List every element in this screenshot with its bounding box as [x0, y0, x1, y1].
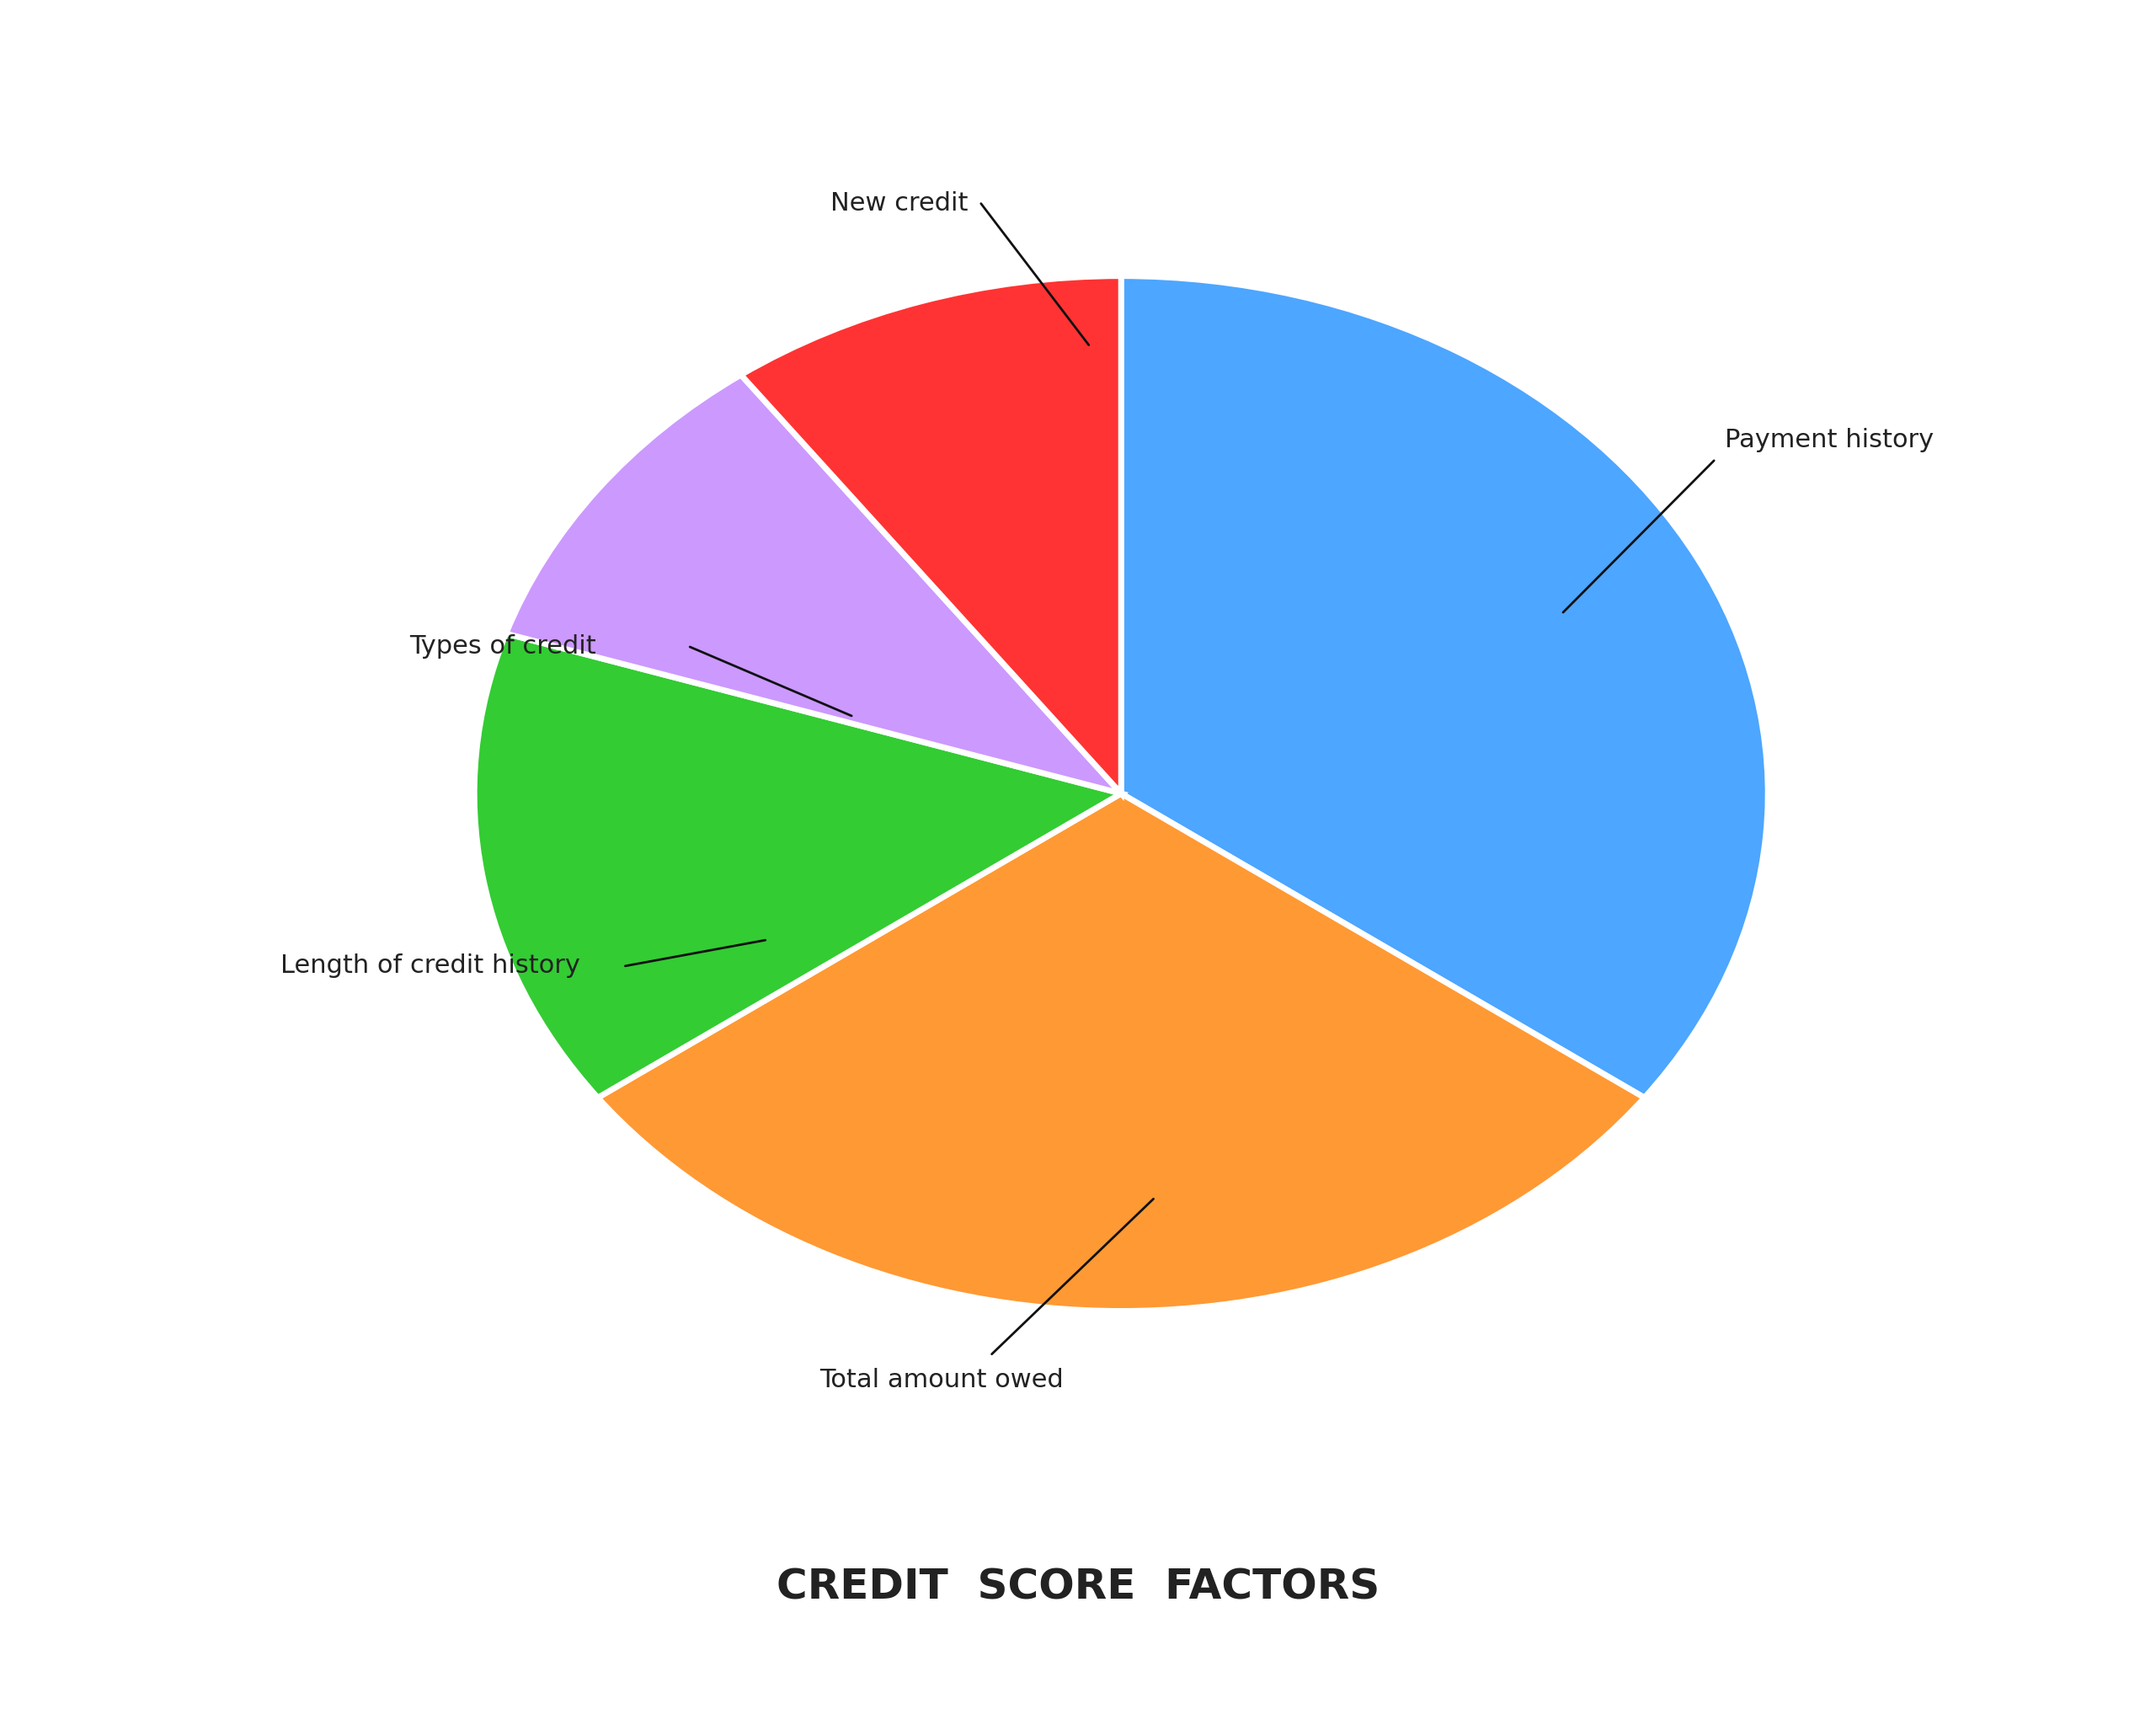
Text: Types of credit: Types of credit	[410, 635, 597, 659]
Text: Payment history: Payment history	[1725, 428, 1934, 452]
Wedge shape	[1121, 276, 1768, 1097]
Text: CREDIT  SCORE  FACTORS: CREDIT SCORE FACTORS	[776, 1566, 1380, 1608]
Text: Total amount owed: Total amount owed	[819, 1368, 1063, 1392]
Text: New credit: New credit	[830, 191, 968, 216]
Wedge shape	[597, 794, 1645, 1311]
Wedge shape	[742, 276, 1121, 794]
Text: Length of credit history: Length of credit history	[280, 954, 580, 978]
Wedge shape	[507, 374, 1121, 794]
Wedge shape	[474, 633, 1121, 1097]
